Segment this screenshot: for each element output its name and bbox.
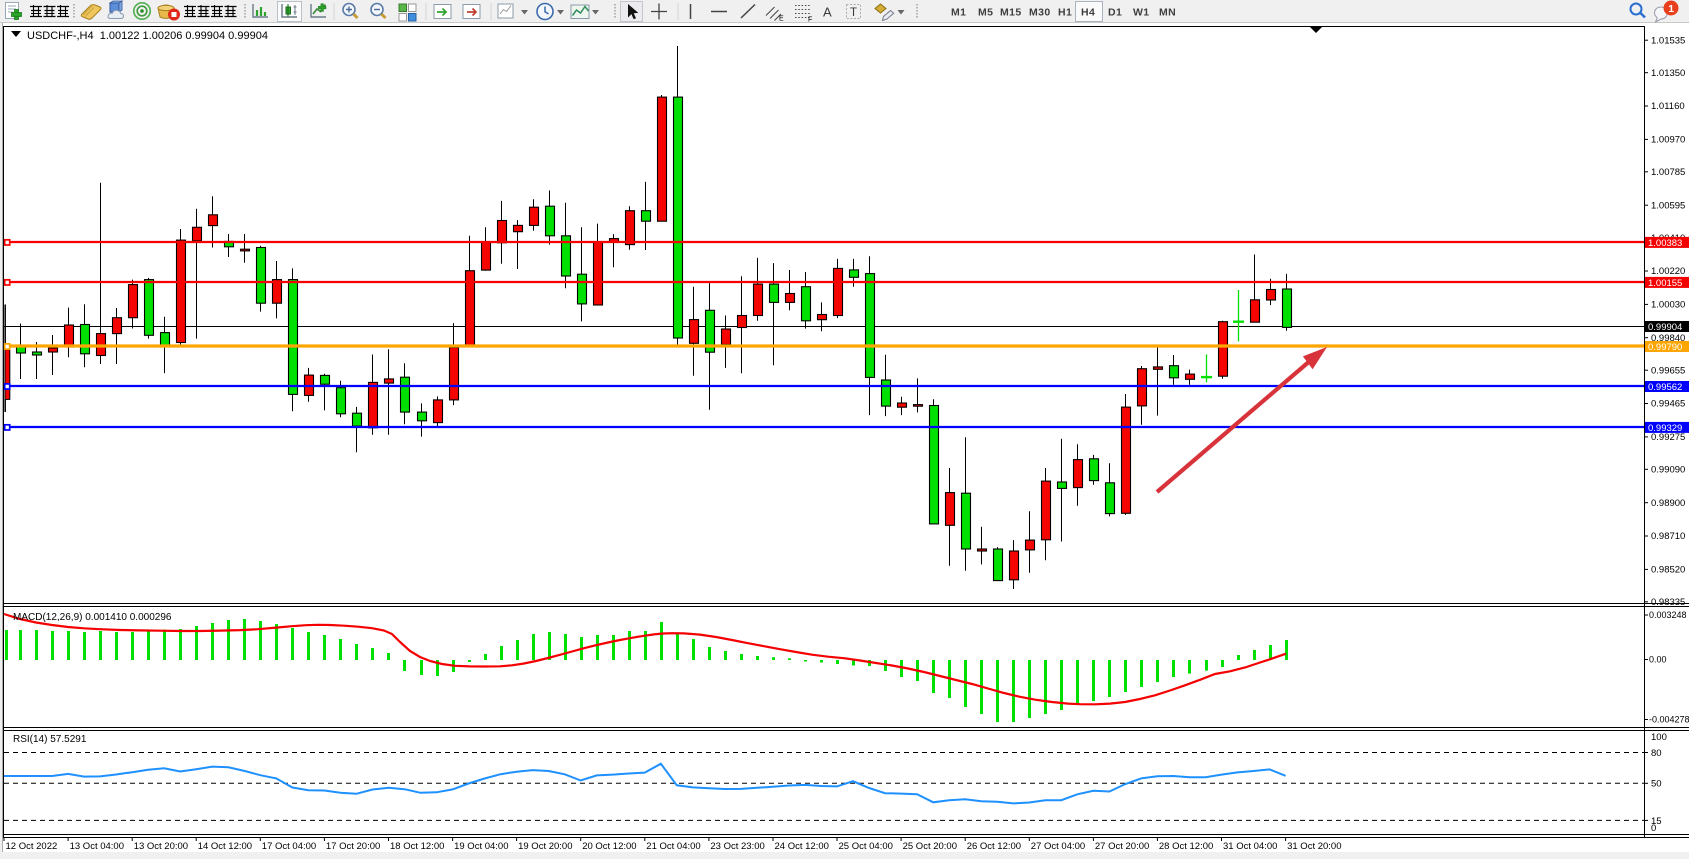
- svg-text:0.00: 0.00: [1649, 655, 1667, 665]
- svg-text:H1: H1: [1058, 7, 1072, 19]
- svg-text:0.98520: 0.98520: [1651, 565, 1685, 576]
- svg-text:RSI(14) 57.5291: RSI(14) 57.5291: [13, 734, 87, 745]
- svg-text:0.99329: 0.99329: [1648, 423, 1682, 434]
- svg-text:19 Oct 04:00: 19 Oct 04:00: [454, 841, 508, 852]
- svg-text:0.98900: 0.98900: [1651, 498, 1685, 509]
- svg-text:W1: W1: [1133, 7, 1150, 19]
- svg-text:1.00030: 1.00030: [1651, 300, 1685, 311]
- svg-text:1.00383: 1.00383: [1648, 238, 1682, 249]
- svg-text:0: 0: [1651, 823, 1656, 834]
- svg-text:20 Oct 12:00: 20 Oct 12:00: [582, 841, 636, 852]
- svg-text:18 Oct 12:00: 18 Oct 12:00: [390, 841, 444, 852]
- svg-text:21 Oct 04:00: 21 Oct 04:00: [646, 841, 700, 852]
- svg-text:1.00785: 1.00785: [1651, 167, 1685, 178]
- svg-text:F: F: [808, 17, 812, 24]
- svg-text:0.99790: 0.99790: [1648, 342, 1682, 353]
- svg-text:MACD(12,26,9) 0.001410 0.00029: MACD(12,26,9) 0.001410 0.000296: [13, 612, 172, 623]
- svg-text:1.01535: 1.01535: [1651, 35, 1685, 46]
- svg-text:31 Oct 04:00: 31 Oct 04:00: [1223, 841, 1277, 852]
- svg-text:17 Oct 20:00: 17 Oct 20:00: [326, 841, 380, 852]
- svg-text:28 Oct 12:00: 28 Oct 12:00: [1159, 841, 1213, 852]
- svg-text:M30: M30: [1029, 7, 1051, 19]
- svg-text:0.98335: 0.98335: [1651, 597, 1685, 608]
- svg-text:80: 80: [1651, 748, 1662, 759]
- svg-text:50: 50: [1651, 779, 1662, 790]
- svg-text:0.003248: 0.003248: [1649, 610, 1687, 620]
- svg-text:M5: M5: [978, 7, 993, 19]
- svg-text:27 Oct 04:00: 27 Oct 04:00: [1031, 841, 1085, 852]
- svg-text:1.00220: 1.00220: [1651, 266, 1685, 277]
- svg-text:13 Oct 04:00: 13 Oct 04:00: [70, 841, 124, 852]
- svg-text:0.99840: 0.99840: [1651, 333, 1685, 344]
- svg-text:A: A: [823, 5, 832, 20]
- svg-text:0.98710: 0.98710: [1651, 531, 1685, 542]
- svg-text:M1: M1: [951, 7, 966, 19]
- svg-text:0.99904: 0.99904: [1648, 322, 1682, 333]
- svg-text:100: 100: [1651, 732, 1667, 743]
- svg-text:13 Oct 20:00: 13 Oct 20:00: [134, 841, 188, 852]
- svg-text:31 Oct 20:00: 31 Oct 20:00: [1287, 841, 1341, 852]
- svg-text:12 Oct 2022: 12 Oct 2022: [6, 841, 58, 852]
- svg-text:19 Oct 20:00: 19 Oct 20:00: [518, 841, 572, 852]
- svg-text:0.99655: 0.99655: [1651, 365, 1685, 376]
- svg-text:-0.004278: -0.004278: [1649, 715, 1689, 725]
- svg-text:14 Oct 12:00: 14 Oct 12:00: [198, 841, 252, 852]
- svg-text:1.00595: 1.00595: [1651, 200, 1685, 211]
- svg-text:17 Oct 04:00: 17 Oct 04:00: [262, 841, 316, 852]
- svg-text:0.99562: 0.99562: [1648, 382, 1682, 393]
- svg-text:1.01160: 1.01160: [1651, 101, 1685, 112]
- svg-text:1.01350: 1.01350: [1651, 68, 1685, 79]
- svg-text:27 Oct 20:00: 27 Oct 20:00: [1095, 841, 1149, 852]
- svg-text:1: 1: [1668, 3, 1674, 15]
- svg-text:25 Oct 04:00: 25 Oct 04:00: [839, 841, 893, 852]
- svg-text:USDCHF-,H4 1.00122 1.00206 0.: USDCHF-,H4 1.00122 1.00206 0.99904 0.999…: [27, 30, 268, 42]
- svg-text:1.00155: 1.00155: [1648, 278, 1682, 289]
- svg-text:0.99465: 0.99465: [1651, 399, 1685, 410]
- svg-text:M15: M15: [1000, 7, 1022, 19]
- svg-text:15: 15: [1651, 816, 1662, 827]
- svg-text:D1: D1: [1108, 7, 1122, 19]
- svg-text:MN: MN: [1159, 7, 1176, 19]
- svg-text:26 Oct 12:00: 26 Oct 12:00: [967, 841, 1021, 852]
- svg-text:23 Oct 23:00: 23 Oct 23:00: [710, 841, 764, 852]
- svg-text:25 Oct 20:00: 25 Oct 20:00: [903, 841, 957, 852]
- svg-text:0.99275: 0.99275: [1651, 432, 1685, 443]
- svg-text:0.99090: 0.99090: [1651, 465, 1685, 476]
- svg-text:E: E: [779, 16, 784, 23]
- svg-text:H4: H4: [1081, 7, 1095, 19]
- svg-text:T: T: [850, 7, 857, 19]
- svg-text:1.00970: 1.00970: [1651, 135, 1685, 146]
- svg-text:24 Oct 12:00: 24 Oct 12:00: [775, 841, 829, 852]
